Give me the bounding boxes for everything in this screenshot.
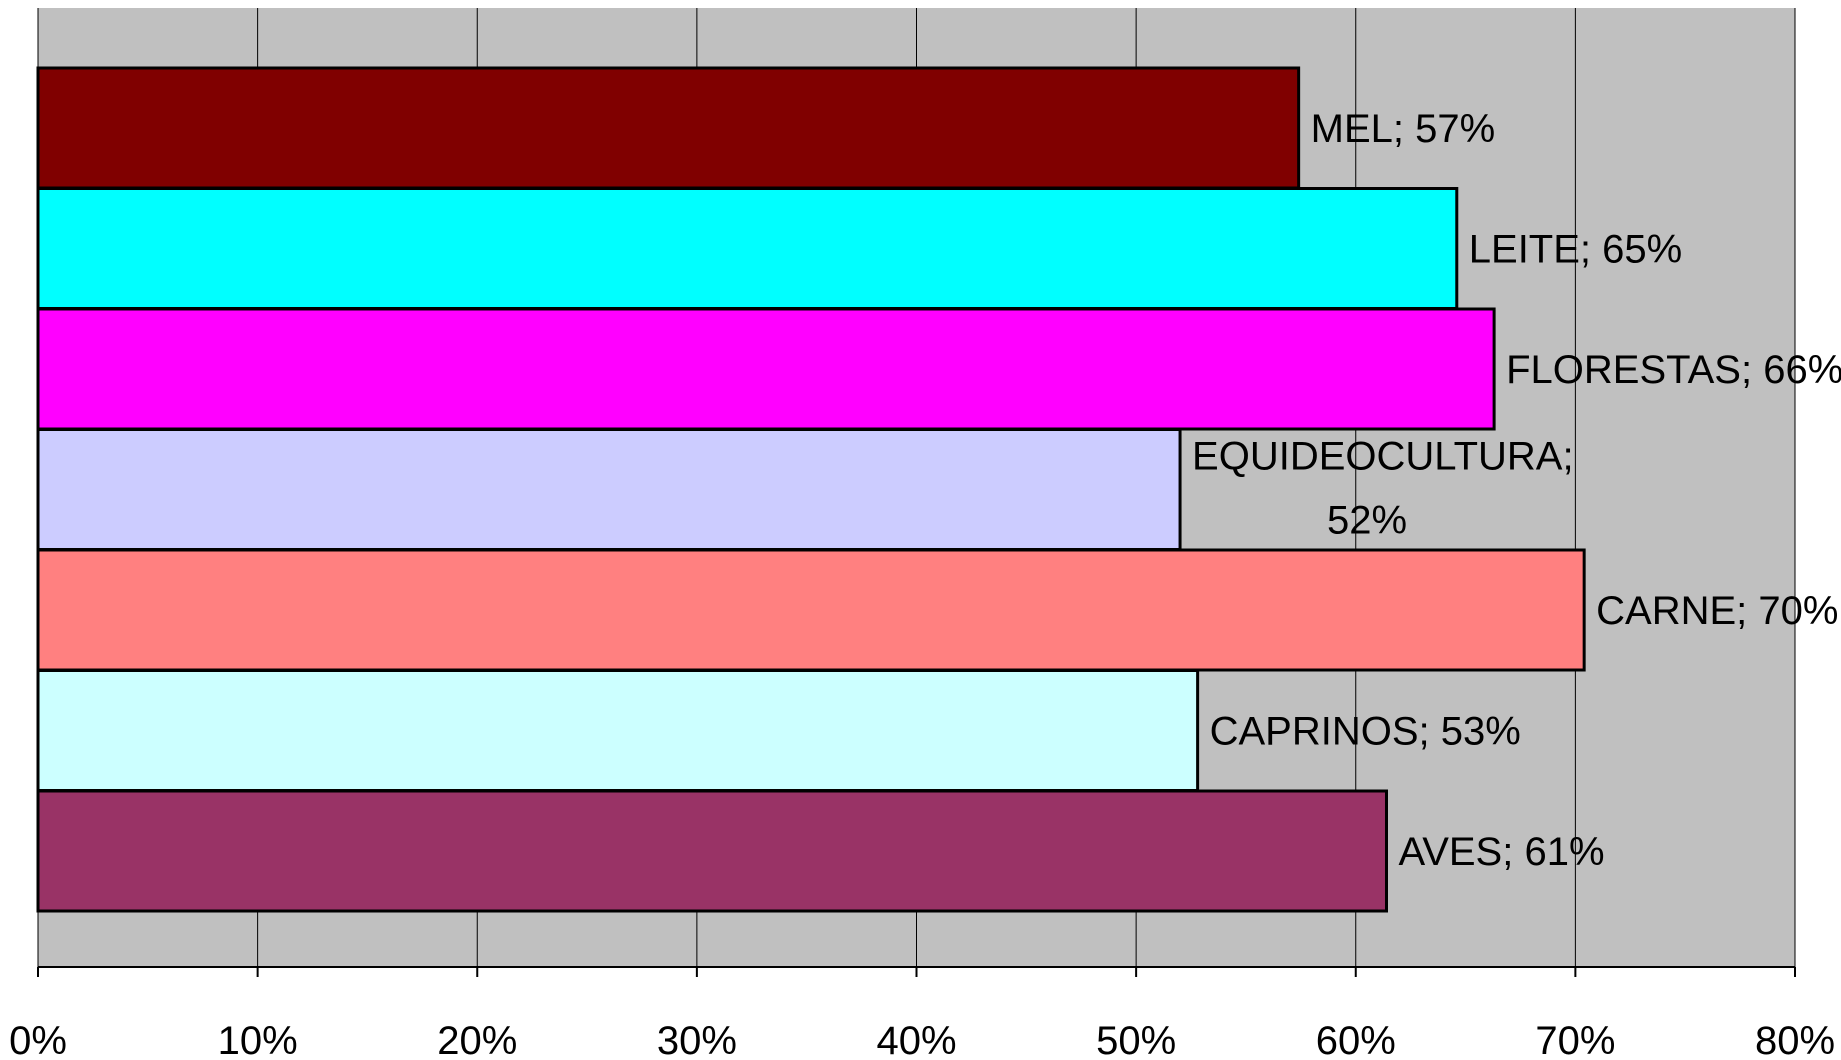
bar-carne bbox=[36, 548, 1586, 672]
bar-florestas bbox=[36, 307, 1496, 431]
x-tick-label-0: 0% bbox=[9, 1019, 67, 1055]
x-tick-label-2: 20% bbox=[437, 1019, 517, 1055]
data-label-florestas: FLORESTAS; 66% bbox=[1506, 348, 1841, 392]
x-tick-label-3: 30% bbox=[657, 1019, 737, 1055]
data-labels: MEL; 57% LEITE; 65% FLORESTAS; 66% EQUIDEOC… bbox=[1192, 107, 1841, 874]
x-tick-label-6: 60% bbox=[1316, 1019, 1396, 1055]
x-tick-label-8: 80% bbox=[1755, 1019, 1835, 1055]
x-tick-label-1: 10% bbox=[218, 1019, 298, 1055]
data-label-leite: LEITE; 65% bbox=[1469, 228, 1682, 272]
data-label-equideocultura-line1: EQUIDEOCULTURA; bbox=[1192, 435, 1574, 479]
data-label-aves: AVES; 61% bbox=[1398, 830, 1604, 874]
x-axis: 0% 10% 20% 30% 40% 50% 60% 70% 80% bbox=[9, 966, 1835, 1060]
x-tick-label-4: 40% bbox=[876, 1019, 956, 1055]
data-label-caprinos: CAPRINOS; 53% bbox=[1210, 710, 1521, 754]
data-label-equideocultura-line2: 52% bbox=[1327, 499, 1407, 543]
data-label-carne: CARNE; 70% bbox=[1596, 589, 1838, 633]
bar-leite bbox=[36, 187, 1459, 310]
bar-mel bbox=[36, 66, 1301, 190]
bar-aves bbox=[36, 789, 1388, 913]
data-label-mel: MEL; 57% bbox=[1311, 107, 1496, 151]
x-tick-label-5: 50% bbox=[1096, 1019, 1176, 1055]
bar-caprinos bbox=[36, 669, 1200, 792]
bars bbox=[36, 66, 1586, 913]
bar-equideocultura bbox=[36, 428, 1182, 551]
x-tick-label-7: 70% bbox=[1535, 1019, 1615, 1055]
